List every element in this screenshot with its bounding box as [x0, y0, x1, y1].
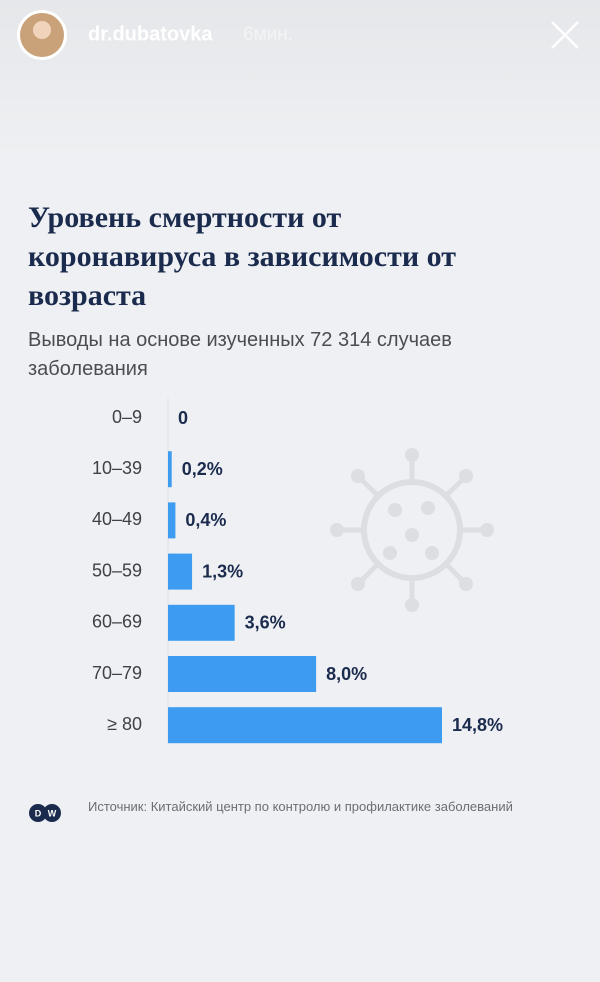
username[interactable]: dr.dubatovka [88, 23, 213, 45]
close-button[interactable] [551, 21, 579, 49]
bar [168, 656, 317, 692]
bar [168, 553, 193, 590]
category-label: 70–79 [92, 663, 142, 683]
value-label: 3,6% [245, 613, 286, 633]
value-label: 1,3% [202, 561, 243, 581]
avatar-face [33, 21, 51, 39]
bar [168, 604, 235, 641]
value-label: 14,8% [452, 715, 503, 735]
value-label: 8,0% [326, 664, 367, 684]
category-label: ≥ 80 [107, 714, 142, 734]
bar [168, 451, 172, 488]
category-label: 60–69 [92, 612, 142, 632]
source-note: Источник: Китайский центр по контролю и … [88, 799, 513, 814]
category-label: 50–59 [92, 560, 142, 580]
dw-logo: D W [29, 804, 61, 822]
value-label: 0,2% [182, 459, 223, 479]
category-label: 40–49 [92, 509, 142, 529]
bar [168, 707, 442, 744]
chart: 0–9 0 10–39 0,2% 40–49 0,4% 50–59 1,3% 60–69 3,6%… [92, 398, 503, 746]
value-label: 0 [178, 408, 188, 428]
svg-text:D: D [35, 808, 42, 818]
category-label: 10–39 [92, 458, 142, 478]
category-label: 0–9 [112, 407, 142, 427]
value-label: 0,4% [185, 510, 226, 530]
post-time: 6мин. [243, 24, 293, 45]
chart-subtitle: Выводы на основе изученных 72 314 случае… [28, 329, 452, 380]
chart-title: Уровень смертности от коронавируса в зав… [28, 201, 456, 312]
virus-icon [330, 448, 494, 612]
svg-text:W: W [48, 808, 57, 818]
bar [168, 502, 176, 539]
